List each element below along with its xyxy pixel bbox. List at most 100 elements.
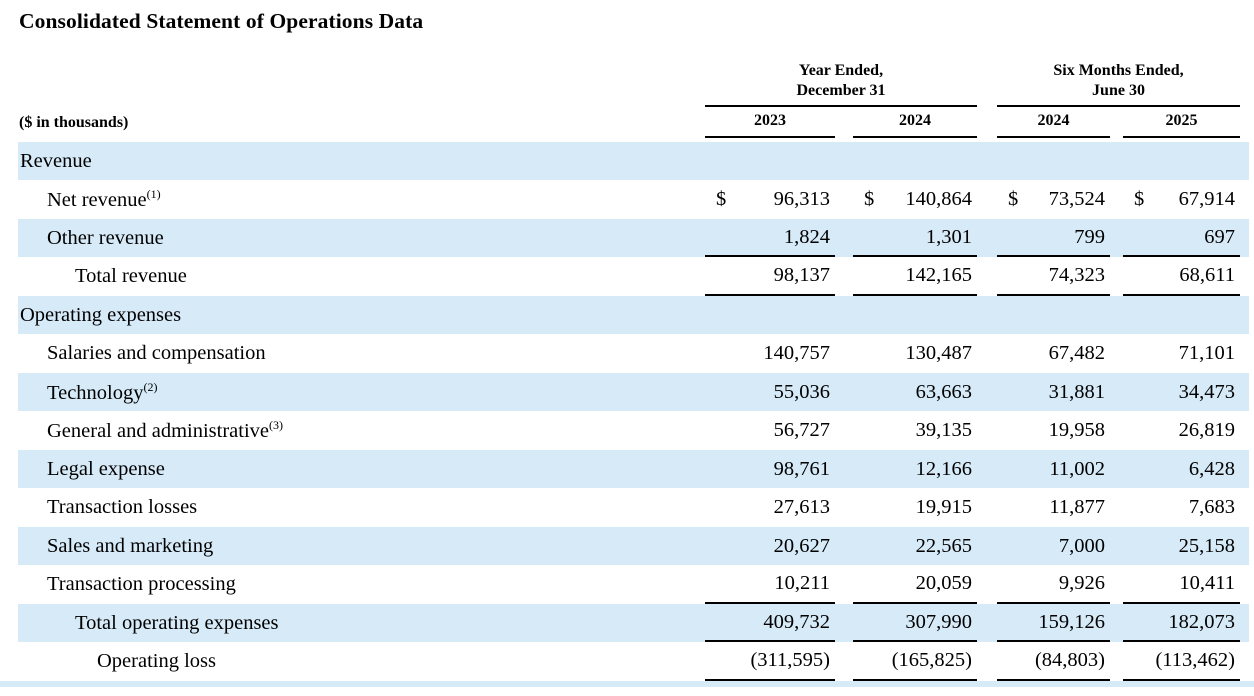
column-gap bbox=[1110, 642, 1123, 681]
cell-number: 22,565 bbox=[915, 534, 972, 557]
row-label: Net revenue(1) bbox=[47, 187, 161, 212]
dollar-sign: $ bbox=[1134, 188, 1145, 211]
cell-number: 12,166 bbox=[915, 457, 972, 480]
cell-number: 7,000 bbox=[1058, 534, 1105, 557]
cell-number: 9,926 bbox=[1058, 572, 1105, 595]
column-gap bbox=[835, 142, 853, 181]
column-group-label-line1: Year Ended, bbox=[798, 62, 884, 79]
cell-number: 27,613 bbox=[773, 496, 830, 519]
cell-value: 140,757 bbox=[705, 334, 835, 373]
table-row: General and administrative(3) 56,727 39,13… bbox=[18, 411, 1249, 450]
cell-value: (165,825) bbox=[853, 642, 977, 681]
cell-value: 34,473 bbox=[1123, 373, 1240, 412]
column-gap bbox=[977, 411, 997, 450]
column-group-label-line2: December 31 bbox=[796, 82, 886, 100]
cell-value: 182,073 bbox=[1123, 604, 1240, 643]
cell-value bbox=[997, 142, 1110, 181]
dollar-sign: $ bbox=[716, 188, 727, 211]
cell-value: 63,663 bbox=[853, 373, 977, 412]
cell-number: 307,990 bbox=[905, 610, 972, 633]
row-label: Transaction processing bbox=[47, 573, 236, 596]
column-gap bbox=[1110, 296, 1123, 335]
column-gap bbox=[1110, 604, 1123, 643]
table-row: Technology(2) 55,036 63,663 31,881 34,473 bbox=[18, 372, 1249, 412]
table-row: Total operating expenses 409,732 307,990 15… bbox=[18, 603, 1249, 643]
column-gap bbox=[977, 257, 997, 296]
cell-number: (311,595) bbox=[750, 649, 830, 672]
column-gap bbox=[835, 642, 853, 681]
cell-value: 1,301 bbox=[853, 219, 977, 258]
column-group-label-line2: June 30 bbox=[1092, 82, 1145, 100]
cell-value: 10,211 bbox=[705, 565, 835, 604]
cell-value: 27,613 bbox=[705, 488, 835, 527]
cell-number: 1,301 bbox=[925, 225, 972, 248]
row-label: Total operating expenses bbox=[75, 611, 279, 634]
cell-number: 73,524 bbox=[1048, 188, 1105, 211]
cell-value: 71,101 bbox=[1123, 334, 1240, 373]
cell-value: 68,611 bbox=[1123, 257, 1240, 296]
cell-number: 19,915 bbox=[915, 496, 972, 519]
cell-number: 26,819 bbox=[1178, 419, 1235, 442]
cell-value bbox=[705, 142, 835, 181]
cell-number: 74,323 bbox=[1048, 264, 1105, 287]
cell-value: 11,877 bbox=[997, 488, 1110, 527]
cell-value: 142,165 bbox=[853, 257, 977, 296]
cell-value: 19,915 bbox=[853, 488, 977, 527]
cell-value: 98,761 bbox=[705, 450, 835, 489]
column-gap bbox=[835, 604, 853, 643]
cell-number: 6,428 bbox=[1188, 457, 1235, 480]
column-gap bbox=[977, 604, 997, 643]
cell-value: $140,864 bbox=[853, 180, 977, 219]
cell-value: 10,411 bbox=[1123, 565, 1240, 604]
cell-number: 11,002 bbox=[1049, 457, 1105, 480]
dollar-sign: $ bbox=[864, 188, 875, 211]
cell-number: 10,211 bbox=[774, 572, 830, 595]
row-label: Other revenue bbox=[47, 226, 164, 249]
cell-number: 31,881 bbox=[1048, 380, 1105, 403]
row-label: Legal expense bbox=[47, 457, 165, 480]
cell-number: 159,126 bbox=[1038, 610, 1105, 633]
column-gap bbox=[1110, 257, 1123, 296]
year-header-row: ($ in thousands) 2023 2024 2024 2025 bbox=[18, 112, 1249, 138]
cell-value: (113,462) bbox=[1123, 642, 1240, 681]
cell-number: 409,732 bbox=[763, 610, 830, 633]
cell-number: 34,473 bbox=[1178, 380, 1235, 403]
column-gap bbox=[835, 334, 853, 373]
cell-value: $96,313 bbox=[705, 180, 835, 219]
cell-value: 409,732 bbox=[705, 604, 835, 643]
cell-value: 9,926 bbox=[997, 565, 1110, 604]
column-gap bbox=[1110, 373, 1123, 412]
table-row: Operating loss (311,595) (165,825) (84,803)… bbox=[18, 642, 1249, 681]
cell-number: 19,958 bbox=[1048, 419, 1105, 442]
table-row: Transaction processing 10,211 20,059 9,926 1… bbox=[18, 565, 1249, 604]
table-row: Transaction losses 27,613 19,915 11,877 7,68… bbox=[18, 488, 1249, 527]
cell-number: 55,036 bbox=[773, 380, 830, 403]
column-gap bbox=[1110, 527, 1123, 566]
column-gap bbox=[835, 488, 853, 527]
column-gap bbox=[835, 257, 853, 296]
cell-value: 98,137 bbox=[705, 257, 835, 296]
cell-number: 1,824 bbox=[783, 225, 830, 248]
cell-number: 20,627 bbox=[773, 534, 830, 557]
column-gap bbox=[1110, 488, 1123, 527]
cell-value: 7,000 bbox=[997, 527, 1110, 566]
footnote-superscript: (1) bbox=[146, 187, 161, 202]
column-gap bbox=[1110, 450, 1123, 489]
footnote-superscript: (3) bbox=[269, 418, 283, 433]
cell-value: 11,002 bbox=[997, 450, 1110, 489]
column-gap bbox=[977, 527, 997, 566]
cell-value: 22,565 bbox=[853, 527, 977, 566]
cell-number: 56,727 bbox=[773, 419, 830, 442]
cell-number: 11,877 bbox=[1049, 496, 1105, 519]
cell-value: 74,323 bbox=[997, 257, 1110, 296]
row-label: Sales and marketing bbox=[47, 534, 214, 557]
column-gap bbox=[977, 296, 997, 335]
cell-value bbox=[853, 142, 977, 181]
column-group-gap bbox=[977, 61, 997, 107]
cell-value: 159,126 bbox=[997, 604, 1110, 643]
cell-number: 182,073 bbox=[1168, 610, 1235, 633]
table-rows: Revenue Net revenue(1) $96,313 $140,864 $73,… bbox=[18, 141, 1249, 681]
column-gap bbox=[1110, 565, 1123, 604]
column-gap bbox=[835, 450, 853, 489]
cell-number: 130,487 bbox=[905, 342, 972, 365]
